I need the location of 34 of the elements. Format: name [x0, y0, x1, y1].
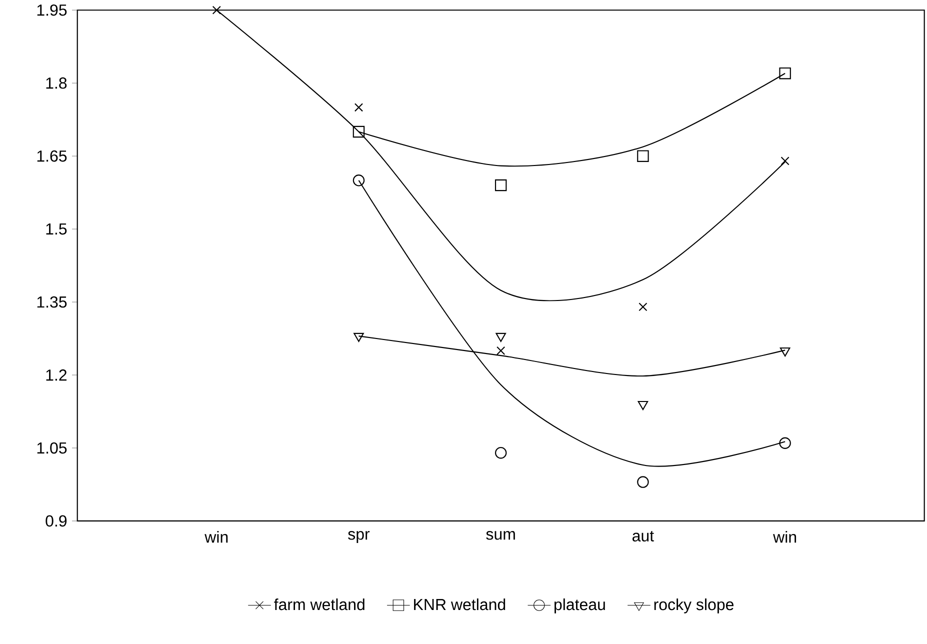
legend-label: rocky slope: [654, 598, 734, 614]
y-tick-label: 0.9: [46, 515, 67, 527]
x-tick-label: spr: [348, 531, 370, 544]
y-tick-label: 1.5: [46, 224, 67, 235]
point: [352, 126, 365, 138]
x-tick-label: sum: [486, 531, 515, 540]
point: [779, 437, 791, 450]
point: [494, 180, 507, 192]
y-tick-label: 1.35: [37, 296, 67, 308]
y-tick-label: 1.95: [37, 4, 67, 16]
point: [494, 447, 507, 459]
y-tick-label: 1.2: [46, 370, 67, 381]
point: [779, 68, 791, 80]
point: [637, 150, 649, 162]
y-tick-label: 1.8: [46, 78, 67, 89]
x-tick-label: win: [773, 531, 796, 543]
y-tick-label: 1.65: [37, 150, 67, 162]
point: [354, 103, 364, 112]
point: [780, 348, 790, 357]
point: [638, 401, 648, 410]
legend-label: farm wetland: [274, 598, 364, 610]
point: [638, 302, 648, 312]
point: [212, 6, 221, 15]
point: [354, 333, 364, 342]
point: [496, 333, 506, 342]
legend-label: plateau: [554, 598, 605, 614]
x-tick-label: aut: [632, 531, 654, 542]
legend-label: KNR wetland: [414, 598, 506, 610]
point: [780, 156, 790, 166]
y-tick-label: 1.05: [37, 442, 67, 454]
point: [352, 174, 365, 186]
point: [637, 476, 649, 488]
point: [496, 346, 506, 356]
x-tick-label: win: [204, 531, 228, 543]
